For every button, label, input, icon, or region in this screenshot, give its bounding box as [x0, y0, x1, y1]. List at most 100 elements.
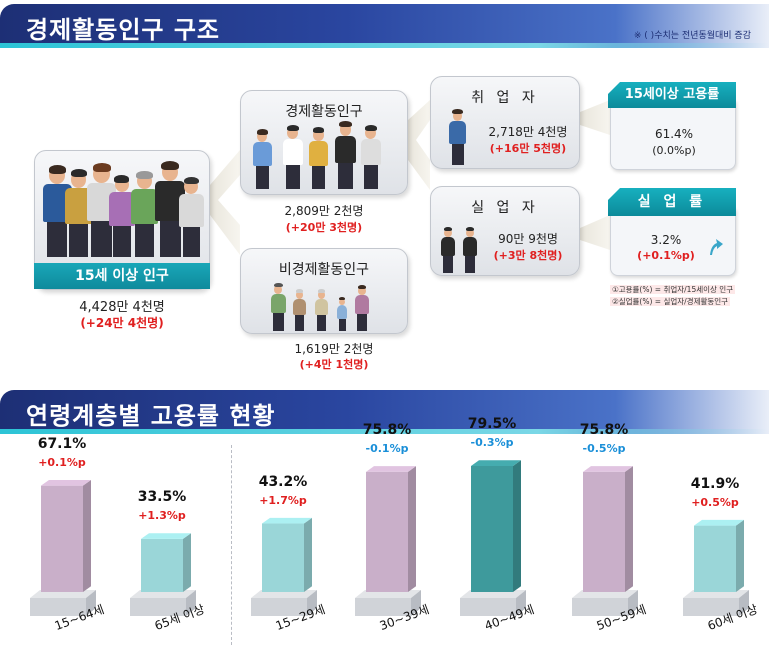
person-icon [87, 163, 117, 257]
bar-top [694, 519, 744, 526]
bar-side [408, 466, 416, 592]
employment-rate-box: 61.4% (0.0%p) [610, 100, 736, 170]
bar-side [83, 479, 91, 592]
unemployment-rate-box: 3.2% (+0.1%p) [610, 208, 736, 276]
bar-base-front [683, 598, 739, 616]
bar-side [513, 460, 521, 592]
person-icon [283, 125, 303, 189]
person-icon [335, 121, 357, 189]
person-icon [293, 289, 306, 331]
bar-base-front [355, 598, 411, 616]
bar-value-label: 33.5% [137, 488, 187, 505]
bar-value-label: 75.8% [362, 421, 412, 438]
person-icon [361, 125, 381, 189]
bar-change-label: +1.7%p [259, 493, 307, 507]
formula-unemployment: ②실업률(%) = 실업자/경제활동인구 [610, 297, 731, 306]
unemployed-title: 실 업 자 [471, 200, 539, 216]
employed-title: 취 업 자 [471, 90, 539, 106]
bar-change-label: +0.5%p [691, 495, 739, 509]
employed-card: 취 업 자 [430, 76, 580, 169]
employment-rate-value: 61.4% [654, 127, 694, 141]
bar-value-label: 43.2% [258, 473, 308, 490]
bar-value-label: 79.5% [467, 416, 517, 432]
bar-top [141, 533, 191, 539]
employed-value: 2,718만 4천명 [488, 125, 568, 139]
section1-banner: 경제활동인구 구조 ※ ( )수치는 전년동월대비 증감 [0, 4, 769, 48]
person-icon [179, 177, 204, 257]
person-icon [131, 171, 158, 257]
bar-top [583, 466, 633, 472]
bar-top [41, 479, 91, 486]
office-workers-icon [253, 121, 397, 189]
person-icon [355, 285, 370, 331]
active-change: (+20만 3천명) [285, 221, 363, 234]
person-icon [441, 227, 456, 273]
active-value: 2,809만 2천명 [284, 204, 364, 218]
person-icon [109, 175, 135, 257]
unemployed-card: 실 업 자 [430, 186, 580, 276]
person-icon [309, 127, 329, 189]
unemployment-rate-change: (+0.1%p) [637, 249, 695, 262]
employed-change: (+16만 5천명) [489, 142, 567, 155]
bar-top [366, 466, 416, 472]
person-icon [463, 227, 478, 273]
bar [583, 471, 625, 592]
bar-value-label: 41.9% [690, 475, 740, 492]
up-arrow-icon [710, 239, 723, 255]
bar [41, 485, 83, 592]
bar [141, 538, 183, 592]
bar-base-side [516, 590, 526, 616]
formula-employment: ①고용률(%) = 취업자/15세이상 인구 [610, 285, 736, 294]
bar-side [736, 519, 744, 592]
person-icon [315, 289, 328, 331]
inactive-title: 비경제활동인구 [278, 262, 370, 278]
bar [366, 471, 408, 592]
unemployed-change: (+3만 8천명) [493, 249, 563, 262]
bar-base-side [186, 590, 196, 616]
bar-change-label: +1.3%p [138, 508, 186, 522]
inactive-change: (+4만 1천명) [299, 358, 369, 371]
bar-change-label: +0.1%p [38, 455, 86, 469]
jobseekers-icon [441, 225, 491, 273]
unemployed-value: 90만 9천명 [498, 232, 558, 246]
bar-value-label: 67.1% [37, 435, 87, 452]
bar [262, 523, 304, 592]
unemployment-rate-tag: 실 업 률 [608, 188, 736, 216]
employment-rate-tag: 15세이상 고용률 [608, 82, 736, 108]
bar-top [471, 460, 521, 466]
section2-banner: 연령계층별 고용률 현황 [0, 390, 769, 434]
person-icon [337, 297, 348, 331]
section1-note: ※ ( )수치는 전년동월대비 증감 [633, 31, 751, 41]
pop15-change: (+24만 4천명) [80, 316, 164, 330]
family-icon [271, 281, 381, 331]
unemployment-rate-value: 3.2% [650, 233, 682, 247]
active-card: 경제활동인구 [240, 90, 408, 195]
bar-value-label: 75.8% [579, 421, 629, 438]
chart-divider [231, 445, 232, 645]
bar-base-side [86, 590, 96, 616]
person-icon [253, 129, 272, 189]
bar-side [625, 466, 633, 592]
bar-change-label: -0.5%p [582, 441, 626, 455]
employment-rate-change: (0.0%p) [652, 144, 696, 157]
age-employment-chart [30, 460, 749, 616]
bar [471, 466, 513, 592]
bar [694, 525, 736, 592]
person-icon [271, 283, 286, 331]
bar-side [304, 517, 312, 592]
inactive-value: 1,619만 2천명 [294, 342, 374, 356]
bar-base-front [130, 598, 186, 616]
inactive-card: 비경제활동인구 [240, 248, 408, 334]
bar-change-label: -0.1%p [365, 441, 409, 455]
person-icon [449, 109, 467, 165]
section1-title: 경제활동인구 구조 [26, 16, 220, 44]
office-worker-icon [439, 107, 479, 165]
pop15-value: 4,428만 4천명 [79, 300, 165, 315]
bar-base-front [30, 598, 86, 616]
bar-base-front [572, 598, 628, 616]
people-group-icon [43, 161, 204, 257]
bar-base-front [460, 598, 516, 616]
active-title: 경제활동인구 [285, 104, 363, 120]
flow-connectors [210, 100, 610, 255]
bar-base-side [411, 590, 421, 616]
